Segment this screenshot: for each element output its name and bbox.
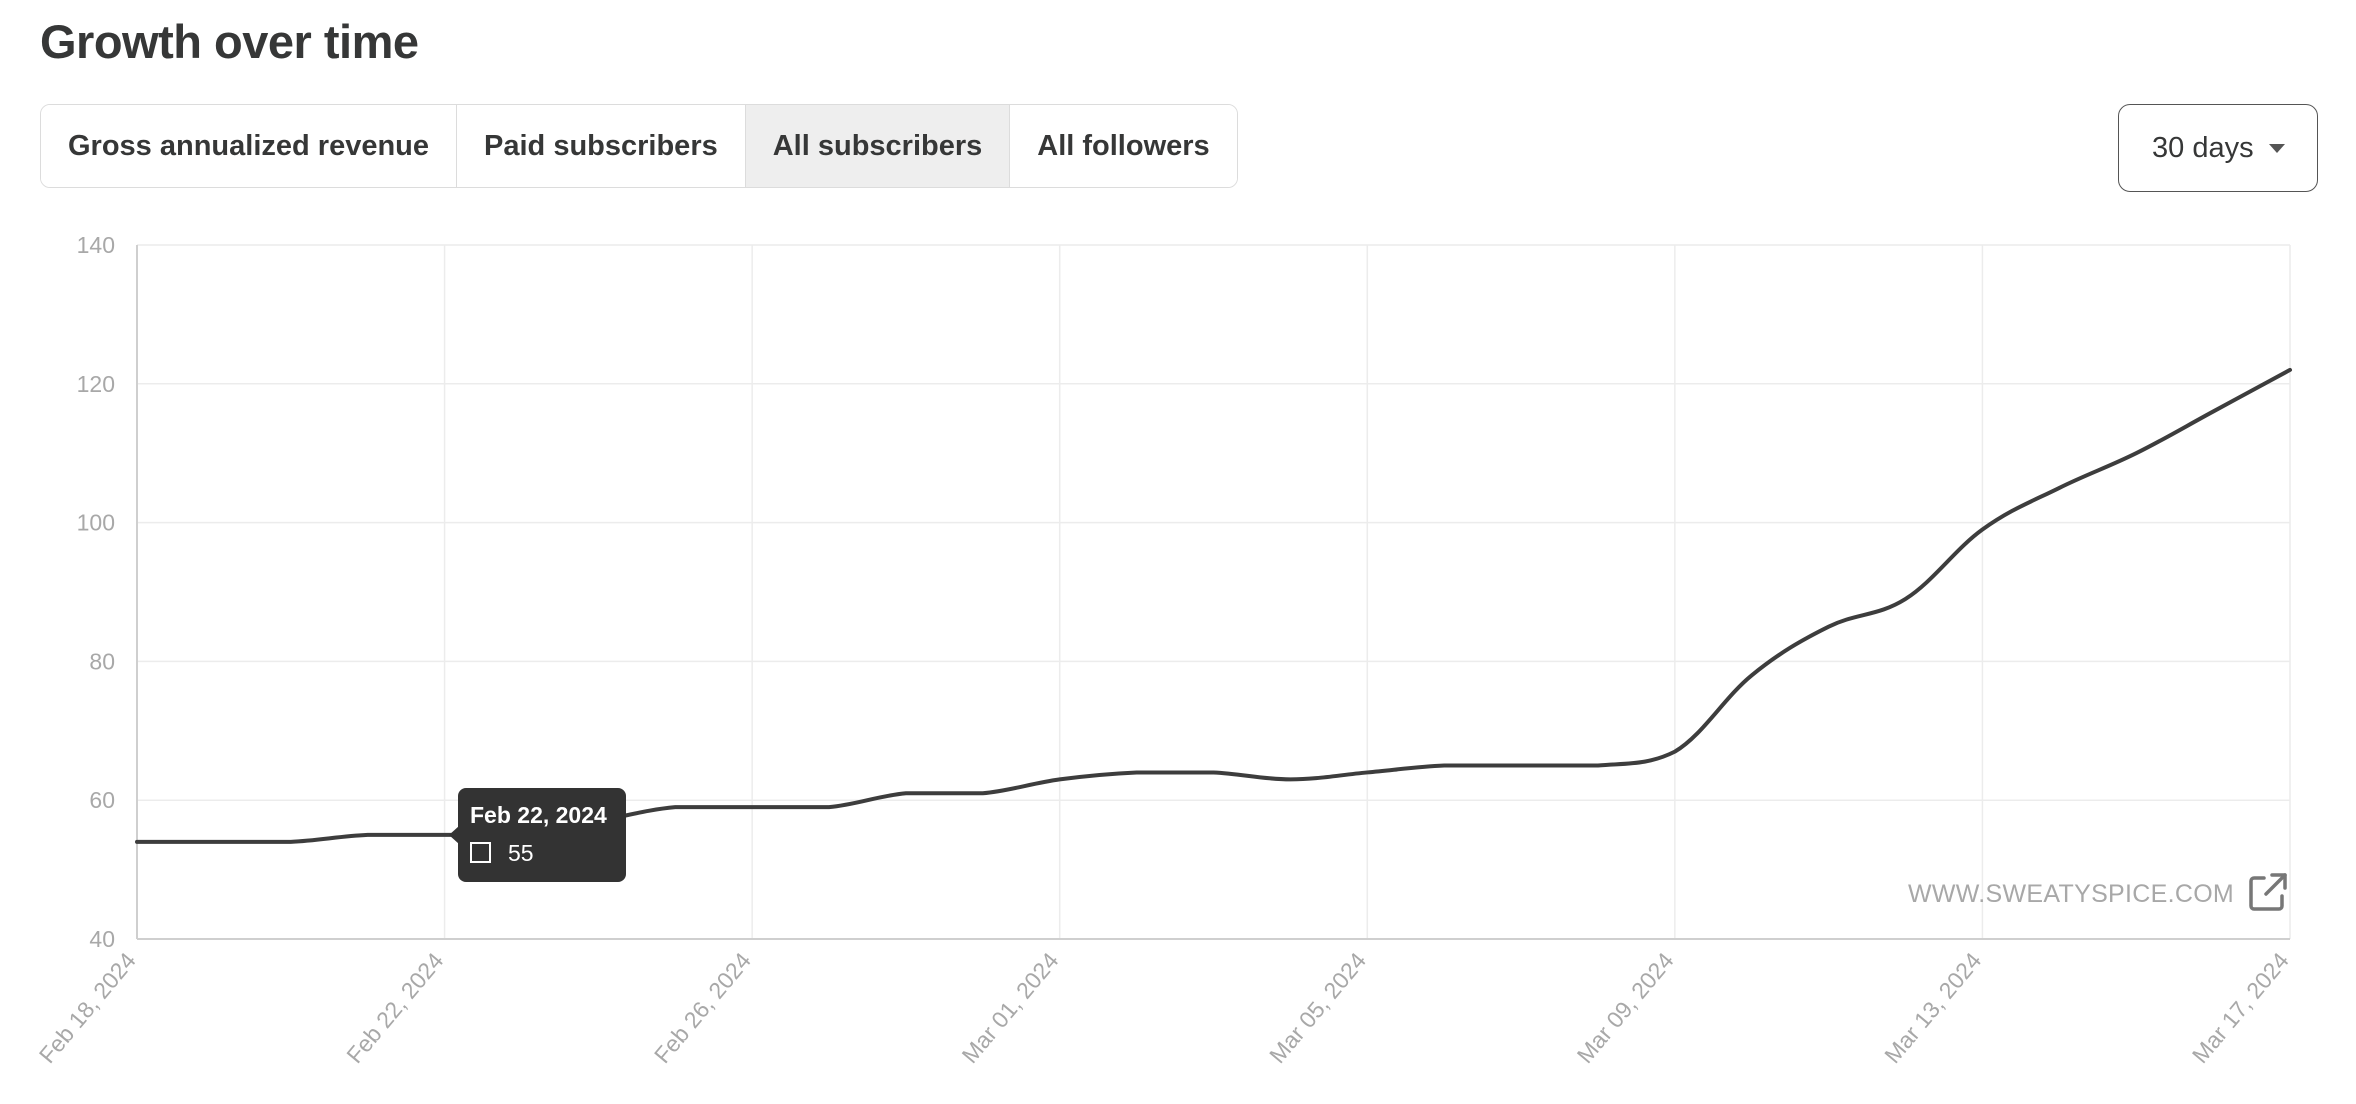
tooltip-date: Feb 22, 2024 <box>470 802 607 828</box>
x-tick-label: Mar 01, 2024 <box>957 947 1064 1068</box>
x-tick-label: Feb 18, 2024 <box>34 947 141 1068</box>
x-tick-label: Mar 05, 2024 <box>1264 947 1371 1068</box>
y-tick-label: 140 <box>77 232 115 258</box>
y-tick-label: 80 <box>89 648 115 674</box>
y-tick-label: 100 <box>77 510 115 536</box>
tab-all-followers[interactable]: All followers <box>1010 105 1237 187</box>
chart-tooltip: Feb 22, 2024 55 <box>449 788 626 882</box>
tooltip-value: 55 <box>508 840 534 866</box>
x-tick-label: Mar 13, 2024 <box>1879 947 1986 1068</box>
time-range-select[interactable]: 30 days <box>2118 104 2318 192</box>
x-tick-label: Mar 17, 2024 <box>2187 947 2294 1068</box>
x-tick-label: Feb 26, 2024 <box>649 947 756 1068</box>
caret-down-icon <box>2269 144 2285 153</box>
metric-tabs: Gross annualized revenue Paid subscriber… <box>40 104 1238 188</box>
x-tick-label: Feb 22, 2024 <box>341 947 448 1068</box>
external-link-icon[interactable] <box>2246 870 2290 914</box>
tooltip-series-swatch <box>470 842 491 863</box>
series-line <box>135 367 2292 844</box>
watermark-text: WWW.SWEATYSPICE.COM <box>1908 880 2235 908</box>
time-range-value: 30 days <box>2152 131 2254 164</box>
y-tick-label: 60 <box>89 787 115 813</box>
x-tick-label: Mar 09, 2024 <box>1572 947 1679 1068</box>
page-title: Growth over time <box>40 15 419 68</box>
y-tick-label: 120 <box>77 371 115 397</box>
tab-paid-subscribers[interactable]: Paid subscribers <box>457 105 746 187</box>
tab-all-subscribers[interactable]: All subscribers <box>745 105 1011 187</box>
y-tick-label: 40 <box>89 926 115 952</box>
tab-gross-annualized-revenue[interactable]: Gross annualized revenue <box>41 105 458 187</box>
